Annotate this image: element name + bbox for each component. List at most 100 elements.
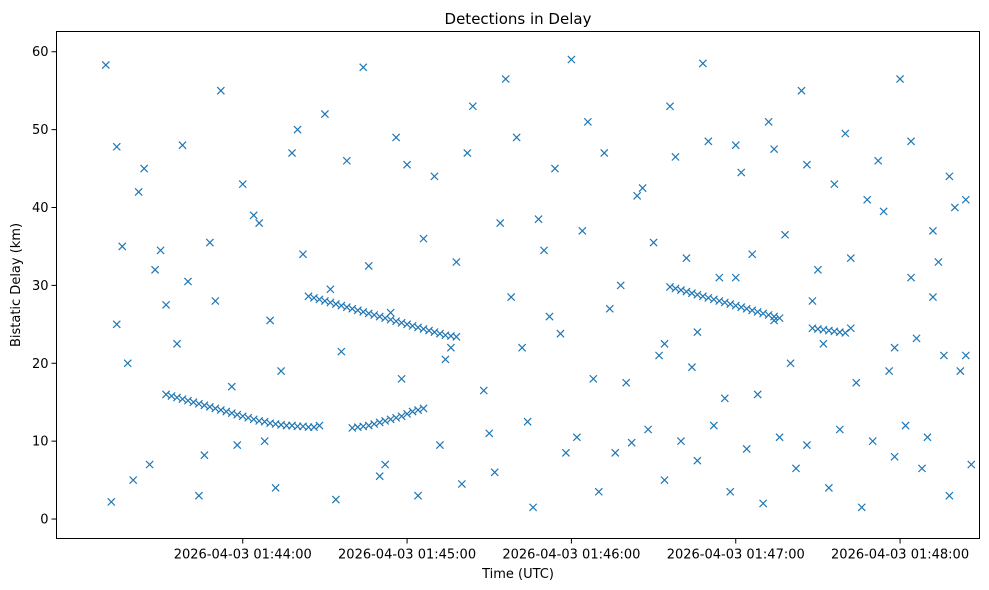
data-point [791,464,801,473]
data-point [561,448,570,457]
data-point [830,180,839,189]
x-axis-ticks: 2026-04-03 01:44:00 2026-04-03 01:45:00 20… [174,538,969,563]
data-point [145,460,154,469]
data-point [156,246,165,255]
data-point [129,476,138,485]
data-point [468,102,477,111]
data-point [309,423,318,432]
data-point [162,300,171,309]
plot-frame [56,31,980,539]
data-point [879,207,888,216]
data-point [956,367,965,376]
data-point [693,328,702,337]
data-point [359,63,368,72]
data-point [320,110,329,119]
data-point [501,74,510,84]
data-point [441,355,450,364]
x-axis-label: Time (UTC) [481,567,554,582]
data-point [364,261,373,270]
data-point [896,74,905,84]
data-point [271,483,280,492]
data-point [539,246,549,255]
data-point [326,285,335,294]
data-point [162,390,171,399]
data-point [298,250,308,259]
data-point [775,314,784,323]
data-point [452,332,461,341]
data-point [200,401,209,410]
data-point [485,429,494,438]
data-point [857,503,866,512]
data-point [748,306,757,315]
data-point [824,483,833,492]
data-point [452,258,461,267]
data-point [720,394,729,403]
data-point [118,242,127,251]
data-point [863,195,872,204]
data-point [742,304,751,313]
data-point [189,398,198,407]
data-point [348,304,357,313]
data-point [419,234,428,243]
data-point [802,160,811,169]
data-point [742,444,751,453]
data-point [961,351,970,360]
y-tick-label: 40 [32,201,49,216]
data-point [304,292,313,301]
data-point [534,215,543,224]
data-point [463,148,472,158]
data-point [819,339,828,348]
data-point [550,164,559,173]
data-point [151,265,160,274]
data-point [687,363,696,372]
data-point [315,295,324,304]
x-tick-label: 2026-04-03 01:45:00 [338,548,476,563]
data-point [288,148,297,158]
data-point [277,367,286,376]
data-point [753,390,762,399]
data-point [200,451,209,460]
y-tick-label: 10 [32,435,49,450]
data-points [101,55,976,512]
data-point [731,301,740,310]
data-point [167,391,176,401]
data-point [671,152,680,161]
data-point [419,404,428,413]
data-point [770,145,779,154]
data-point [671,284,680,293]
data-point [698,292,707,301]
data-point [375,472,384,481]
data-point [112,320,121,329]
data-point [260,417,269,426]
data-point [660,339,669,348]
data-point [726,300,735,309]
data-point [233,410,242,419]
data-point [928,226,937,235]
data-point [392,133,401,142]
data-point [802,441,811,450]
data-point [386,315,395,324]
data-point [397,374,406,383]
data-point [309,293,318,302]
data-point [414,405,423,415]
data-point [430,172,439,181]
data-point [518,343,527,352]
data-point [687,289,696,298]
data-point [934,258,943,267]
data-point [693,456,702,465]
data-point [556,329,565,338]
data-point [737,168,746,177]
data-point [419,324,428,334]
data-point [704,293,713,302]
data-point [868,437,877,446]
data-point [315,421,324,430]
data-point [457,479,466,489]
data-point [770,316,779,325]
data-point [682,254,691,263]
data-point [835,425,844,434]
data-point [605,304,614,313]
x-tick-label: 2026-04-03 01:47:00 [667,548,805,563]
data-point [353,306,362,315]
data-point [183,396,192,405]
